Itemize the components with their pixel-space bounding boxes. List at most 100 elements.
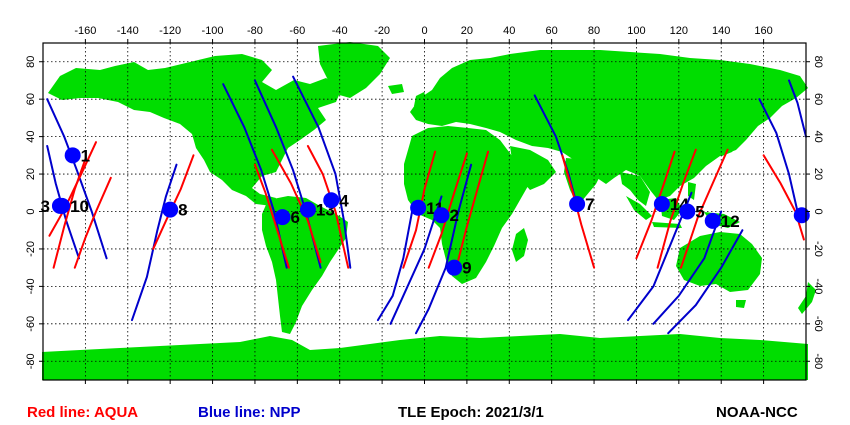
satellite-marker xyxy=(410,199,427,216)
lat-tick-label-right: 80 xyxy=(812,56,824,68)
aqua-legend-caption: Red line: AQUA xyxy=(27,404,139,421)
lat-tick-label-left: 80 xyxy=(25,56,37,68)
satellite-label: 9 xyxy=(462,259,471,278)
lat-tick-label-right: -40 xyxy=(812,278,824,294)
lat-tick-label-right: -80 xyxy=(812,353,824,369)
lon-tick-label: 20 xyxy=(461,25,473,37)
landmass-north-america xyxy=(48,54,342,206)
npp-track xyxy=(46,98,108,260)
satellite-marker xyxy=(162,201,179,218)
landmass-south-america xyxy=(262,196,348,334)
lat-tick-label-right: 60 xyxy=(812,93,824,105)
lat-tick-label-left: 0 xyxy=(25,208,37,214)
satellite-label: 3 xyxy=(40,197,49,216)
lon-tick-label: -160 xyxy=(74,25,96,37)
lon-tick-label: 80 xyxy=(588,25,600,37)
lat-tick-label-left: 20 xyxy=(25,168,37,180)
satellite-label: 7 xyxy=(585,195,594,214)
satellite-marker xyxy=(433,207,450,224)
satellite-label: 2 xyxy=(449,206,458,225)
landmass-greenland xyxy=(318,42,390,98)
lat-tick-label-left: 60 xyxy=(25,93,37,105)
satellite-marker xyxy=(64,147,81,164)
satellite-label: 8 xyxy=(178,201,187,220)
aqua-track xyxy=(270,148,322,264)
landmass-madagascar xyxy=(512,228,528,262)
lon-tick-label: -40 xyxy=(332,25,348,37)
landmass-japan xyxy=(716,126,742,156)
land-layer xyxy=(42,42,816,380)
lat-tick-label-left: -40 xyxy=(25,278,37,294)
landmass-arabia xyxy=(510,146,556,190)
lat-tick-label-left: -60 xyxy=(25,316,37,332)
aqua-track xyxy=(455,150,490,269)
aqua-track xyxy=(656,148,697,269)
aqua-track xyxy=(73,176,112,269)
lon-tick-label: -80 xyxy=(247,25,263,37)
landmass-tasmania xyxy=(736,300,746,308)
satellite-marker xyxy=(446,259,463,276)
npp-track xyxy=(389,195,443,325)
satellite-marker xyxy=(704,212,721,229)
lat-tick-label-right: -60 xyxy=(812,316,824,332)
lat-tick-label-left: 40 xyxy=(25,130,37,142)
satellite-label: 4 xyxy=(339,191,349,210)
lon-tick-label: 0 xyxy=(421,25,427,37)
satellite-label: 12 xyxy=(721,212,740,231)
landmass-sumatra xyxy=(626,196,652,220)
landmass-java xyxy=(652,222,682,228)
lon-tick-label: 60 xyxy=(546,25,558,37)
npp-track xyxy=(788,79,807,138)
lat-tick-label-right: 40 xyxy=(812,130,824,142)
aqua-track xyxy=(253,163,290,269)
lon-tick-label: -60 xyxy=(289,25,305,37)
npp-track xyxy=(292,75,352,269)
satellite-label: 1 xyxy=(81,146,90,165)
landmass-new-zealand xyxy=(798,282,816,314)
lon-tick-label: 120 xyxy=(670,25,688,37)
tle-epoch-caption: TLE Epoch: 2021/3/1 xyxy=(398,404,544,421)
npp-track xyxy=(758,98,799,213)
landmass-australia xyxy=(676,232,762,292)
orbit-tracks xyxy=(46,75,807,335)
lon-tick-label: 160 xyxy=(754,25,772,37)
npp-track xyxy=(131,163,178,322)
aqua-track xyxy=(680,148,729,269)
lon-tick-label: 100 xyxy=(627,25,645,37)
landmass-antarctica xyxy=(42,334,808,380)
lat-tick-label-left: -20 xyxy=(25,241,37,257)
satellite-marker xyxy=(274,209,291,226)
satellite-marker xyxy=(569,196,586,213)
lat-tick-label-left: -80 xyxy=(25,353,37,369)
satellite-marker xyxy=(679,203,696,220)
lon-tick-label: -100 xyxy=(202,25,224,37)
lon-tick-label: -20 xyxy=(374,25,390,37)
npp-track xyxy=(376,201,415,322)
lat-tick-label-right: -20 xyxy=(812,241,824,257)
landmass-iceland xyxy=(388,84,404,94)
satellite-marker xyxy=(653,196,670,213)
npp-track xyxy=(415,163,473,335)
lat-tick-label-right: 20 xyxy=(812,168,824,180)
satellite-marker xyxy=(299,201,316,218)
lon-tick-label: 140 xyxy=(712,25,730,37)
satellite-markers: 13 10 8 6 13 4 11 297 14 5 12 xyxy=(40,146,810,278)
satellite-label: 6 xyxy=(290,208,299,227)
lon-tick-label: -120 xyxy=(159,25,181,37)
credit-caption: NOAA-NCC xyxy=(716,404,798,421)
npp-track xyxy=(652,210,723,325)
lon-tick-label: 40 xyxy=(503,25,515,37)
satellite-marker xyxy=(54,197,71,214)
npp-legend-caption: Blue line: NPP xyxy=(198,404,301,421)
satellite-marker xyxy=(793,207,810,224)
npp-track xyxy=(667,229,744,335)
landmass-africa xyxy=(404,126,528,284)
axis-labels: -160 -140 -120 -100 -80 -60 -40 -20 0 20 40 60 80 100… xyxy=(25,25,824,384)
satellite-label: 5 xyxy=(695,203,704,222)
aqua-track xyxy=(762,154,805,241)
lon-tick-label: -140 xyxy=(117,25,139,37)
satellite-marker xyxy=(323,192,340,209)
landmass-indochina xyxy=(620,172,650,206)
aqua-track xyxy=(48,141,97,237)
